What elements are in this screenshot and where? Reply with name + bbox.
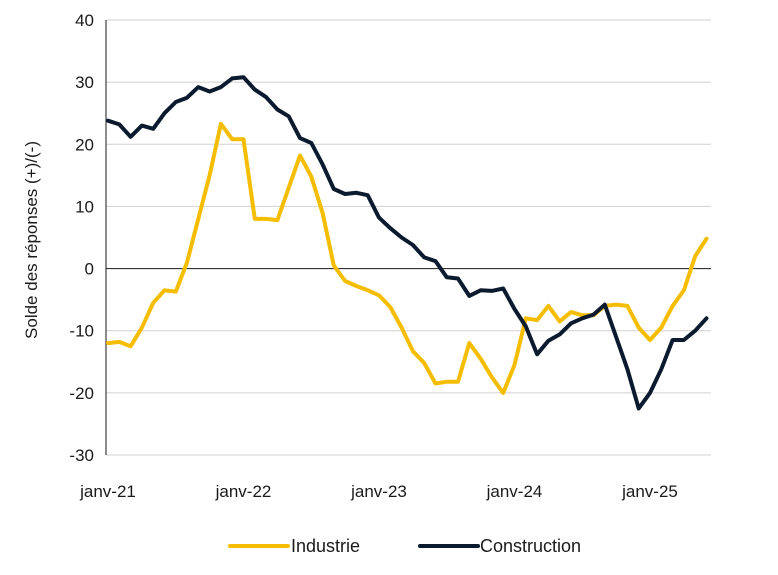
y-tick-label: 20 [75,135,94,154]
legend: Industrie Construction [228,536,581,556]
x-tick-labels: janv-21 janv-22 janv-23 janv-24 janv-25 [79,482,678,501]
y-tick-label: -30 [69,446,94,465]
legend-label: Industrie [291,536,360,556]
y-tick-label: 30 [75,73,94,92]
x-tick-label: janv-21 [79,482,136,501]
x-tick-label: janv-24 [486,482,543,501]
legend-label: Construction [480,536,581,556]
y-tick-labels: -30 -20 -10 0 10 20 30 40 [69,11,94,465]
series-line-construction [106,75,709,411]
y-tick-label: 10 [75,197,94,216]
x-tick-label: janv-25 [621,482,678,501]
y-tick-label: -20 [69,384,94,403]
axes [105,20,711,455]
y-tick-label: 0 [85,260,94,279]
x-tick-label: janv-22 [215,482,272,501]
y-tick-label: -10 [69,322,94,341]
x-tick-label: janv-23 [350,482,407,501]
series-lines [106,75,709,411]
y-axis-title: Solde des réponses (+)/(-) [22,141,41,339]
series-line-industrie [106,121,709,395]
gridlines [106,19,711,456]
y-tick-label: 40 [75,11,94,30]
